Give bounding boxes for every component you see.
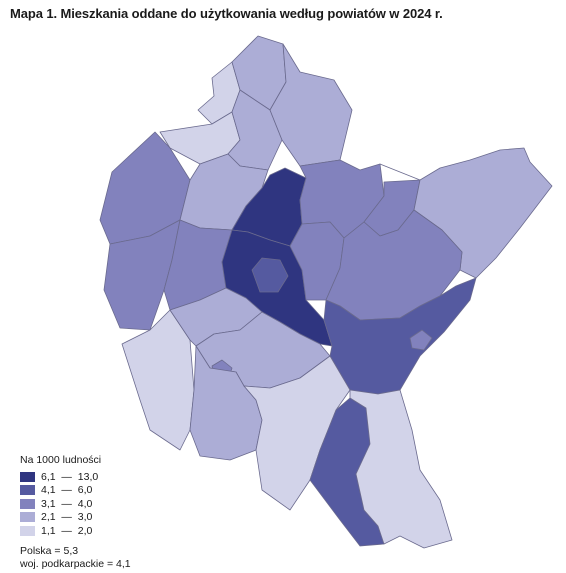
stat-region: woj. podkarpackie = 4,1 [20, 558, 131, 570]
legend-item: 6,1 — 13,0 [20, 470, 101, 484]
legend-range-label: 3,1 — 4,0 [41, 497, 93, 510]
legend-range-label: 2,1 — 3,0 [41, 511, 93, 524]
legend-swatch [20, 512, 35, 523]
legend-range-label: 1,1 — 2,0 [41, 524, 93, 537]
county-south-east-far[interactable] [349, 389, 453, 549]
legend-item: 2,1 — 3,0 [20, 511, 101, 525]
legend-swatch [20, 471, 35, 482]
city-county-south-east[interactable] [409, 329, 433, 351]
legend-item: 3,1 — 4,0 [20, 497, 101, 511]
legend-range-label: 6,1 — 13,0 [41, 470, 99, 483]
county-south-east[interactable] [323, 277, 477, 395]
legend-item: 1,1 — 2,0 [20, 524, 101, 538]
legend-swatch [20, 525, 35, 536]
map-legend: Na 1000 ludności 6,1 — 13,0 4,1 — 6,0 3,1 … [20, 454, 101, 538]
summary-stats: Polska = 5,3 woj. podkarpackie = 4,1 [20, 545, 131, 571]
city-county-center[interactable] [251, 257, 289, 293]
legend-range-label: 4,1 — 6,0 [41, 484, 93, 497]
legend-item: 4,1 — 6,0 [20, 484, 101, 498]
county-south-west-far[interactable] [121, 309, 195, 451]
legend-title: Na 1000 ludności [20, 454, 102, 466]
legend-swatch [20, 485, 35, 496]
map-title: Mapa 1. Mieszkania oddane do użytkowania… [10, 6, 443, 21]
legend-swatch [20, 498, 35, 509]
stat-poland: Polska = 5,3 [20, 545, 79, 557]
